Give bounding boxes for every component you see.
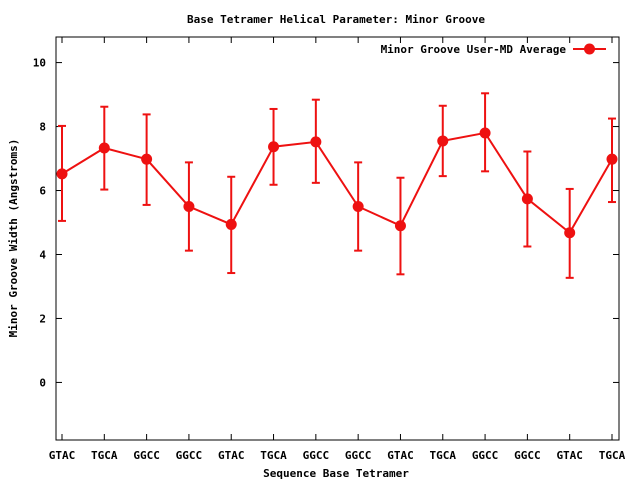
y-tick-label: 4 <box>39 248 46 261</box>
x-tick-label: GGCC <box>303 449 330 462</box>
y-tick-label: 8 <box>39 121 46 134</box>
data-point <box>394 220 406 232</box>
legend-marker <box>584 43 595 55</box>
chart-title: Base Tetramer Helical Parameter: Minor G… <box>187 13 485 26</box>
x-tick-label: GTAC <box>49 449 76 462</box>
x-tick-label: GGCC <box>133 449 160 462</box>
data-point <box>564 227 576 239</box>
x-tick-label: TGCA <box>599 449 626 462</box>
x-axis: GTAC TGCA GGCC GGCC GTAC TGCA GGCC GGCC GTAC TGCA… <box>49 37 626 462</box>
data-point <box>141 153 153 165</box>
data-point <box>98 142 110 154</box>
data-point <box>268 141 280 153</box>
data-point <box>521 193 533 205</box>
data-point <box>225 218 237 230</box>
data-point <box>437 135 449 147</box>
data-point <box>352 201 364 213</box>
data-point <box>310 136 322 148</box>
x-tick-label: GTAC <box>387 449 414 462</box>
y-tick-label: 0 <box>39 376 46 389</box>
y-tick-label: 10 <box>33 57 46 70</box>
y-tick-label: 6 <box>39 185 46 198</box>
x-tick-label: TGCA <box>260 449 287 462</box>
y-tick-label: 2 <box>39 312 46 325</box>
x-tick-label: TGCA <box>91 449 118 462</box>
x-tick-label: GTAC <box>218 449 245 462</box>
series-minor-groove <box>56 92 618 279</box>
data-point <box>606 153 618 165</box>
plot-frame <box>55 36 620 441</box>
data-point <box>56 168 68 180</box>
x-tick-label: GGCC <box>472 449 499 462</box>
x-axis-label: Sequence Base Tetramer <box>263 467 409 480</box>
x-tick-label: GTAC <box>556 449 583 462</box>
y-axis: 0 2 4 6 8 10 <box>33 57 619 389</box>
series-line <box>61 131 613 235</box>
x-tick-label: GGCC <box>176 449 203 462</box>
legend: Minor Groove User-MD Average <box>381 43 606 56</box>
x-tick-label: TGCA <box>430 449 457 462</box>
data-point <box>479 127 491 139</box>
data-point <box>183 201 195 213</box>
x-tick-label: GGCC <box>514 449 541 462</box>
x-tick-label: GGCC <box>345 449 372 462</box>
y-axis-label: Minor Groove Width (Angstroms) <box>7 139 20 338</box>
legend-label: Minor Groove User-MD Average <box>381 43 567 56</box>
